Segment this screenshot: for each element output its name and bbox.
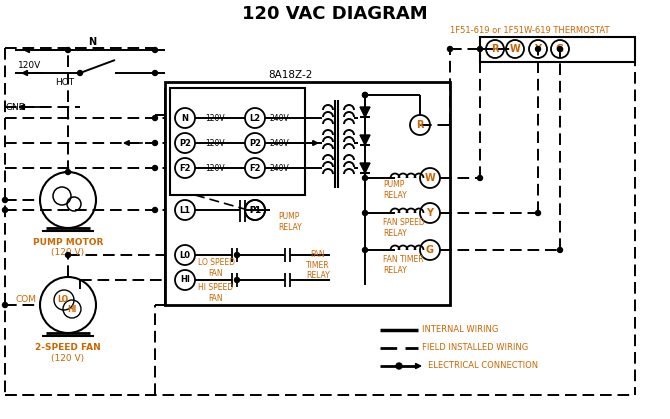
Circle shape	[153, 207, 157, 212]
Text: 120V: 120V	[205, 114, 224, 122]
Circle shape	[234, 253, 239, 258]
Text: P2: P2	[249, 139, 261, 147]
Text: N: N	[182, 114, 188, 122]
Text: COM: COM	[15, 295, 36, 305]
Text: 1F51-619 or 1F51W-619 THERMOSTAT: 1F51-619 or 1F51W-619 THERMOSTAT	[450, 26, 610, 34]
Circle shape	[362, 93, 368, 98]
Text: ELECTRICAL CONNECTION: ELECTRICAL CONNECTION	[428, 362, 538, 370]
Circle shape	[153, 166, 157, 171]
Circle shape	[535, 47, 541, 52]
Text: W: W	[425, 173, 436, 183]
Text: P2: P2	[179, 139, 191, 147]
Circle shape	[362, 248, 368, 253]
Text: GND: GND	[5, 103, 25, 111]
Text: INTERNAL WIRING: INTERNAL WIRING	[422, 326, 498, 334]
Circle shape	[66, 170, 70, 174]
Text: HI: HI	[67, 305, 76, 313]
Circle shape	[557, 248, 563, 253]
Text: Y: Y	[427, 208, 433, 218]
Text: PUMP
RELAY: PUMP RELAY	[383, 180, 407, 200]
Circle shape	[3, 303, 7, 308]
Text: 240V: 240V	[270, 114, 289, 122]
Text: G: G	[556, 44, 564, 54]
Circle shape	[153, 47, 157, 52]
Text: (120 V): (120 V)	[52, 248, 84, 258]
Text: L1: L1	[180, 205, 190, 215]
Text: PUMP
RELAY: PUMP RELAY	[278, 212, 302, 232]
Circle shape	[557, 47, 563, 52]
Circle shape	[66, 253, 70, 258]
Text: R: R	[491, 44, 498, 54]
Circle shape	[478, 47, 482, 52]
Circle shape	[535, 210, 541, 215]
Circle shape	[478, 176, 482, 181]
Text: FIELD INSTALLED WIRING: FIELD INSTALLED WIRING	[422, 344, 528, 352]
Text: F2: F2	[249, 163, 261, 173]
Text: (120 V): (120 V)	[52, 354, 84, 362]
Text: 120V: 120V	[205, 163, 224, 173]
Circle shape	[448, 47, 452, 52]
Circle shape	[66, 47, 70, 52]
Text: 120V: 120V	[205, 139, 224, 147]
Text: R: R	[416, 120, 423, 130]
Text: L0: L0	[180, 251, 190, 259]
Text: FAN TIMER
RELAY: FAN TIMER RELAY	[383, 255, 423, 275]
Polygon shape	[360, 163, 370, 173]
Text: F2: F2	[180, 163, 191, 173]
Text: N: N	[88, 37, 96, 47]
Circle shape	[234, 277, 239, 282]
Circle shape	[3, 207, 7, 212]
Circle shape	[153, 116, 157, 121]
Text: G: G	[426, 245, 434, 255]
Circle shape	[3, 197, 7, 202]
Bar	[480, 37, 635, 62]
Text: L2: L2	[249, 114, 261, 122]
Text: 240V: 240V	[270, 163, 289, 173]
Text: Y: Y	[535, 44, 541, 54]
Circle shape	[153, 140, 157, 145]
Text: PUMP MOTOR: PUMP MOTOR	[33, 238, 103, 246]
Text: FAN SPEED
RELAY: FAN SPEED RELAY	[383, 218, 425, 238]
Text: P1: P1	[249, 205, 261, 215]
Text: 8A18Z-2: 8A18Z-2	[268, 70, 312, 80]
Text: LO: LO	[58, 295, 68, 305]
Circle shape	[153, 70, 157, 75]
Text: FAN
TIMER
RELAY: FAN TIMER RELAY	[306, 250, 330, 280]
Text: 120 VAC DIAGRAM: 120 VAC DIAGRAM	[242, 5, 428, 23]
Text: HOT: HOT	[55, 78, 74, 86]
Text: HI: HI	[180, 276, 190, 285]
Circle shape	[78, 70, 82, 75]
Bar	[170, 88, 305, 195]
Text: P1: P1	[249, 205, 261, 215]
Text: LO SPEED
FAN: LO SPEED FAN	[198, 258, 234, 278]
Circle shape	[362, 176, 368, 181]
Circle shape	[362, 93, 368, 98]
Text: 240V: 240V	[270, 139, 289, 147]
Circle shape	[396, 363, 402, 369]
Circle shape	[362, 210, 368, 215]
Text: HI SPEED
FAN: HI SPEED FAN	[198, 283, 234, 303]
Text: W: W	[510, 44, 521, 54]
Polygon shape	[360, 107, 370, 117]
Text: 120V: 120V	[18, 60, 42, 70]
Polygon shape	[360, 135, 370, 145]
Bar	[165, 82, 450, 305]
Text: 2-SPEED FAN: 2-SPEED FAN	[35, 342, 101, 352]
